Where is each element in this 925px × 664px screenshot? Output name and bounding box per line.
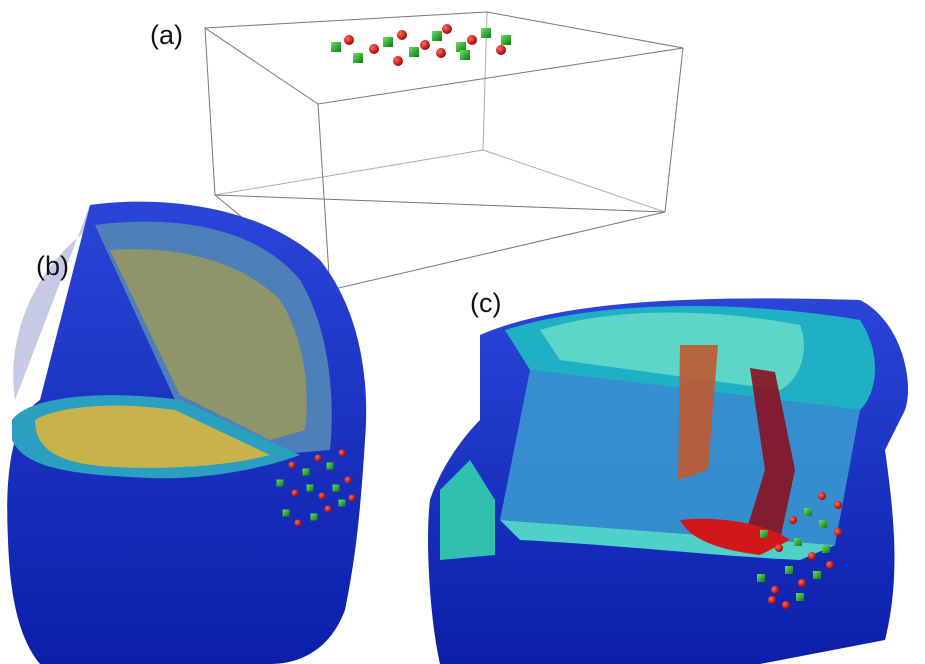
sensor-cube [383,37,393,47]
sensor-cube [794,538,802,546]
box-edge [215,150,483,195]
box-edge [205,28,215,195]
sensor-sphere [467,35,477,45]
sensor-cube [327,463,334,470]
box-edge [665,48,683,212]
sensor-cube [311,514,318,521]
sensor-sphere [834,501,842,509]
sensor-sphere [289,462,296,469]
sensor-sphere [339,450,346,457]
sensor-sphere [315,455,322,462]
sensor-sphere [325,506,332,513]
sensor-sphere [818,492,826,500]
sensor-cube [481,28,491,38]
sensor-sphere [295,520,302,527]
panel-c: (c) [428,288,908,664]
sensor-cube [333,485,340,492]
sensor-sphere [775,544,783,552]
box-edge [483,150,665,212]
sensor-cube [432,31,442,41]
sensor-sphere [344,35,354,45]
sensor-cube [785,566,793,574]
sensor-sphere [393,56,403,66]
sensor-cube [303,469,310,476]
panel-b: (b) [7,202,366,664]
sensor-cube [819,520,827,528]
sensor-cube [822,545,830,553]
sensor-sphere [349,495,356,502]
sensor-sphere [292,490,299,497]
sensor-cube [339,500,346,507]
sensor-sphere [369,44,379,54]
sensor-sphere [420,40,430,50]
sensor-sphere [782,601,790,609]
sensor-cube [813,571,821,579]
figure: (a) (b) (c) [0,0,925,664]
panel-label: (c) [470,288,501,318]
sensor-cube [501,35,511,45]
sensor-sphere [442,24,452,34]
page: (a) (b) (c) (() => { const data = JSON.p… [0,0,925,664]
sensor-sphere [771,586,779,594]
sensor-cube [353,53,363,63]
panel-label: (b) [36,251,69,281]
panel-label: (a) [150,20,183,50]
sensor-cube [307,485,314,492]
sensor-markers [331,24,511,66]
sensor-sphere [789,516,797,524]
sensor-cube [277,480,284,487]
sensor-cube [760,530,768,538]
sensor-sphere [834,528,842,536]
sensor-cube [796,593,804,601]
sensor-cube [331,42,341,52]
sensor-sphere [319,493,326,500]
sensor-sphere [436,48,446,58]
sensor-cube [409,47,419,57]
sensor-cube [460,50,470,60]
sensor-sphere [798,579,806,587]
sensor-sphere [768,596,776,604]
sensor-cube [283,510,290,517]
sensor-sphere [397,30,407,40]
sensor-cube [804,508,812,516]
sensor-cube [757,574,765,582]
sensor-sphere [826,561,834,569]
sensor-sphere [345,477,352,484]
sensor-sphere [808,552,816,560]
sensor-sphere [496,45,506,55]
